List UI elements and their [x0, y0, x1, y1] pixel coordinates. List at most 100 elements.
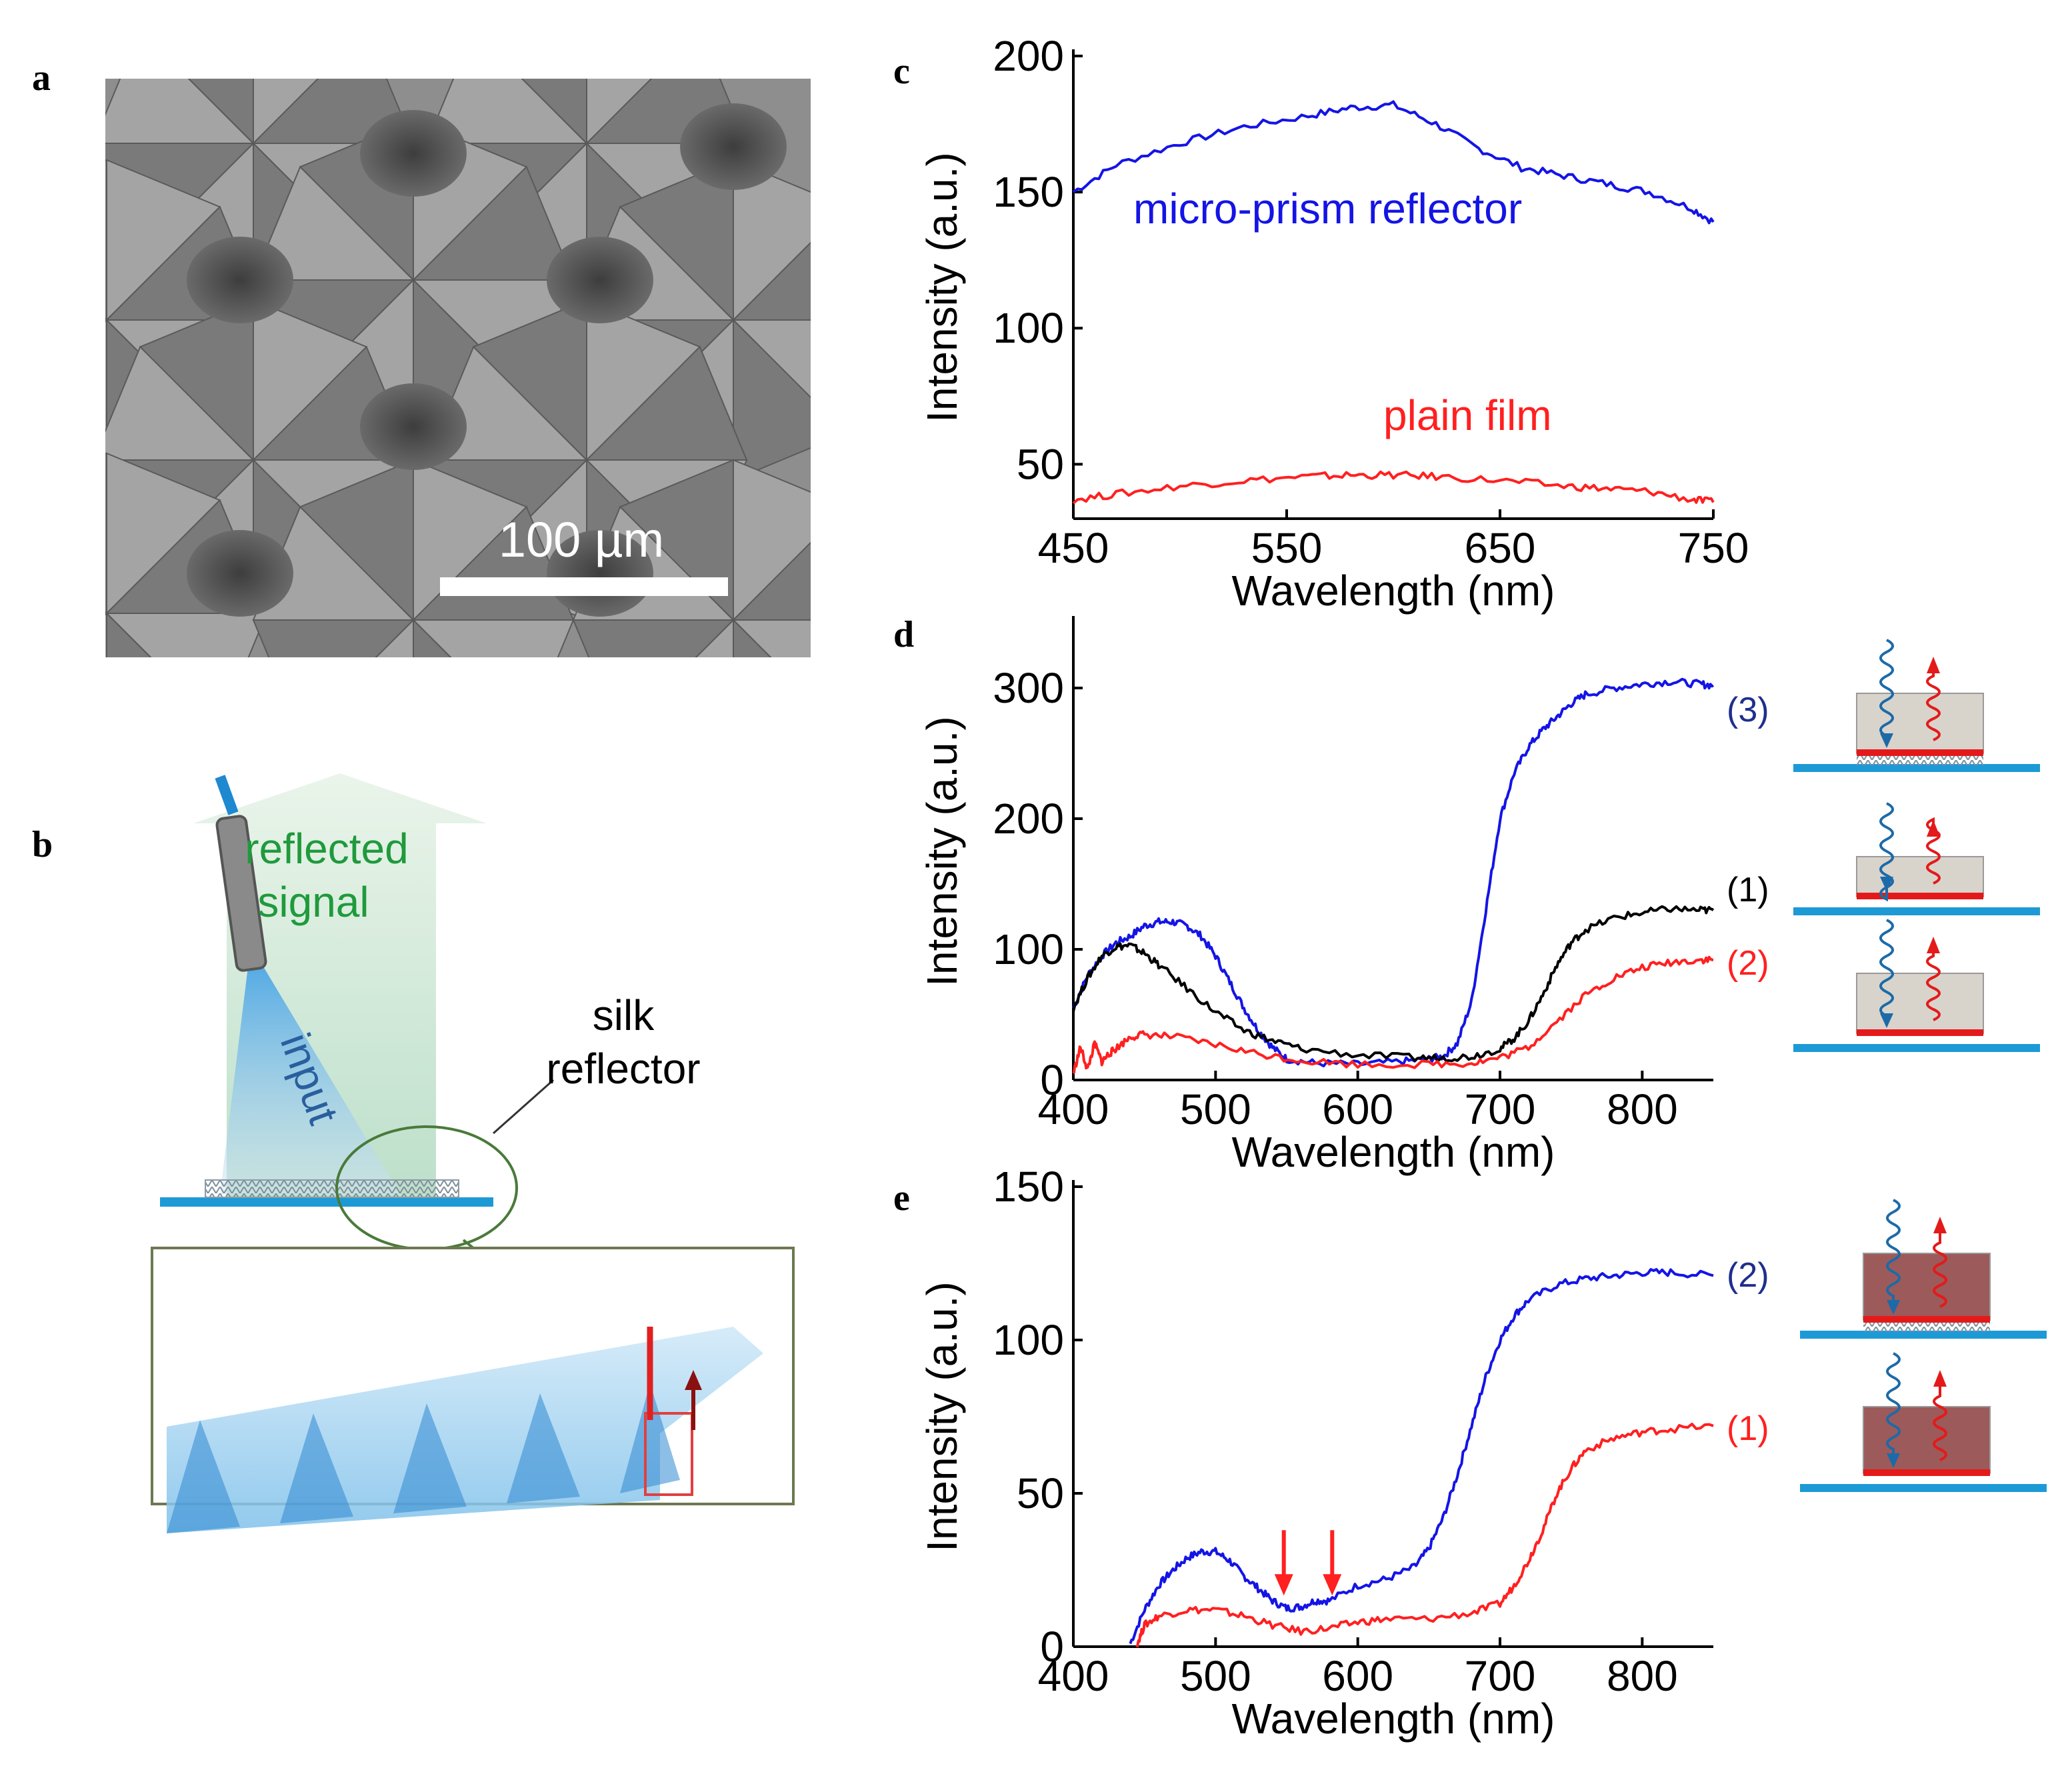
sem-facet	[105, 613, 268, 657]
input-wave	[1879, 639, 1894, 740]
output-arrowhead	[1927, 657, 1940, 673]
input-wave	[1879, 802, 1894, 902]
layer-box	[1856, 973, 1984, 1034]
scale-bar	[440, 577, 728, 596]
sem-facet	[105, 611, 107, 657]
input-wave	[1886, 1199, 1901, 1307]
x-tick-label: 400	[1038, 1652, 1109, 1700]
output-wave	[1926, 667, 1941, 741]
chart-e: e 400 500 600 700 800 0 50 100 150 Wavelength (nm)…	[893, 1163, 1769, 1743]
annotation-plain-film: plain film	[1383, 391, 1552, 439]
x-tick-label: 800	[1607, 1652, 1678, 1700]
series-line-1	[1136, 1423, 1714, 1648]
output-arrowhead	[1927, 820, 1940, 837]
x-tick-label: 650	[1465, 524, 1536, 572]
series-line-2	[1072, 955, 1713, 1075]
sem-facet	[105, 318, 107, 481]
chart-c: c 450 550 650 750 50 100 150 200 Wavelength (nm) I…	[893, 32, 1749, 615]
sem-facet	[521, 79, 587, 145]
input-wave	[1879, 919, 1894, 1020]
input-arrowhead	[1880, 877, 1893, 891]
sem-facet	[105, 317, 109, 321]
output-wave	[1933, 1380, 1947, 1461]
x-tick-label: 450	[1038, 524, 1109, 572]
annotation-2: (2)	[1727, 1256, 1769, 1295]
panel-label-d: d	[893, 614, 914, 655]
y-tick-label: 300	[993, 664, 1064, 712]
panel-label-c: c	[893, 51, 910, 92]
output-arrowhead	[1927, 937, 1940, 953]
sem-facet	[411, 619, 575, 657]
sem-facet	[411, 165, 575, 281]
schematic-b: reflected signal input silk reflector	[151, 773, 795, 1533]
annotation-2: (2)	[1727, 944, 1769, 983]
y-axis-label: Intensity (a.u.)	[918, 1281, 966, 1552]
x-tick-label: 500	[1180, 1652, 1251, 1700]
annotation-3: (3)	[1727, 691, 1769, 729]
x-tick-label: 400	[1038, 1085, 1109, 1133]
panel-label-b: b	[32, 824, 53, 865]
y-axis-label: Intensity (a.u.)	[918, 716, 966, 987]
x-axis-label: Wavelength (nm)	[1232, 1128, 1555, 1176]
prism-layer	[1857, 756, 1983, 765]
layer-stack-icons	[1793, 639, 2047, 1492]
sem-facet	[106, 611, 152, 657]
scale-bar-label: 100 µm	[499, 512, 664, 567]
silk-label-1: silk	[593, 991, 655, 1039]
y-tick-label: 200	[993, 795, 1064, 843]
annotation-1: (1)	[1727, 1409, 1769, 1448]
series-line-3	[1072, 677, 1714, 1068]
sem-pit	[187, 530, 293, 617]
sem-image: 100 µm	[105, 79, 811, 657]
chart-d: d 400 500 600 700 800 0 100 200 300 Wavelength (nm…	[893, 614, 1769, 1176]
sem-facet	[731, 619, 811, 657]
y-tick-label: 150	[993, 168, 1064, 216]
y-tick-label: 100	[993, 304, 1064, 352]
sem-pit	[360, 383, 467, 470]
red-layer	[1863, 1316, 1990, 1323]
layer-box	[1863, 1253, 1991, 1321]
series-line-plain-film	[1072, 470, 1715, 505]
x-tick-label: 800	[1607, 1085, 1678, 1133]
panel-label-a: a	[32, 57, 51, 99]
x-tick-label: 700	[1465, 1652, 1536, 1700]
y-tick-label: 100	[993, 1316, 1064, 1364]
arrowhead	[1274, 1574, 1293, 1596]
reflected-label-1: reflected	[245, 825, 408, 873]
layer-box	[1863, 1406, 1991, 1474]
sem-facet	[731, 541, 811, 621]
sem-pit	[547, 237, 653, 323]
sem-facet	[731, 241, 811, 321]
sem-pit	[680, 103, 787, 190]
input-wave	[1886, 1352, 1901, 1460]
x-tick-label: 700	[1465, 1085, 1536, 1133]
layer-box	[1856, 693, 1984, 754]
reflected-label-2: signal	[257, 878, 369, 926]
sem-facet	[572, 619, 735, 657]
series-line-2	[1129, 1268, 1714, 1645]
output-arrowhead	[1933, 1370, 1947, 1387]
arrowhead	[1323, 1574, 1342, 1596]
red-layer	[1857, 1029, 1983, 1036]
y-axis-label: Intensity (a.u.)	[918, 152, 966, 423]
red-layer	[1857, 893, 1983, 899]
y-tick-label: 50	[1017, 1469, 1064, 1517]
x-tick-label: 550	[1251, 524, 1323, 572]
prism-inset	[167, 1327, 763, 1533]
sem-facet	[413, 618, 452, 657]
x-tick-label: 750	[1678, 524, 1749, 572]
sem-facet	[252, 619, 415, 657]
y-tick-label: 200	[993, 32, 1064, 80]
input-arrowhead	[1880, 1013, 1893, 1028]
annotation-micro-prism: micro-prism reflector	[1133, 185, 1522, 233]
output-wave	[1933, 1227, 1947, 1308]
sem-facet	[187, 79, 254, 145]
x-tick-label: 600	[1322, 1085, 1393, 1133]
input-arrowhead	[1887, 1453, 1900, 1468]
sem-facet	[105, 611, 109, 614]
series-line-micro-prism-reflector	[1072, 100, 1715, 225]
x-tick-label: 600	[1322, 1652, 1393, 1700]
output-arrowhead	[1933, 1217, 1947, 1233]
sem-facet	[585, 345, 748, 461]
